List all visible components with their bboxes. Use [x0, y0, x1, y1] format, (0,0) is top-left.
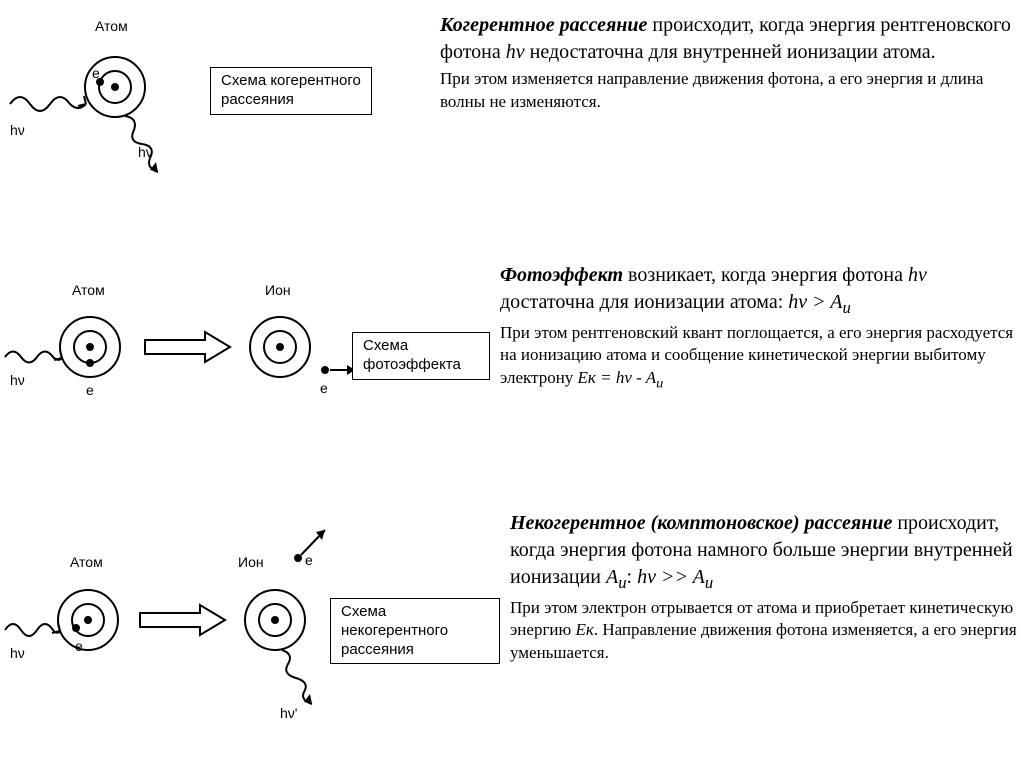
incoh-title: Некогерентное (комптоновское) рассеяние …	[510, 510, 1024, 595]
diagram-coherent: Атом е hν hν Схема когерентного рассеяни…	[0, 12, 430, 187]
atom-label: Атом	[70, 554, 103, 570]
hv-out-label: hν'	[280, 705, 297, 721]
incoh-body: При этом электрон отрывается от атома и …	[510, 597, 1024, 666]
t: Фотоэффект	[500, 264, 623, 286]
t: недостаточна для внутренней ионизации ат…	[525, 41, 936, 63]
diagram-photoeffect: Атом Ион hν e e Схема фотоэффекта	[0, 262, 490, 442]
t: A	[606, 566, 618, 588]
hv-in-label: hν	[10, 645, 25, 661]
t: достаточна для ионизации атома:	[500, 291, 788, 313]
hv-in-label: hν	[10, 122, 25, 138]
photo-body: При этом рентгеновский квант поглощается…	[500, 322, 1024, 394]
t: и	[843, 298, 851, 317]
text-incoherent: Некогерентное (комптоновское) рассеяние …	[500, 510, 1024, 665]
section-photoeffect: Атом Ион hν e e Схема фотоэффекта Фотоэф…	[0, 262, 1024, 442]
t: и	[656, 376, 663, 392]
e-label: е	[75, 638, 83, 654]
section-incoherent: Атом Ион hν е e hν' Схема некогерентного…	[0, 510, 1024, 730]
text-coherent: Когерентное рассеяние происходит, когда …	[430, 12, 1024, 114]
t: Ек = hv - A	[578, 368, 657, 387]
coherent-title-bold: Когерентное рассеяние	[440, 14, 647, 36]
coherent-body: При этом изменяется направление движения…	[440, 68, 1024, 114]
text-photoeffect: Фотоэффект возникает, когда энергия фото…	[490, 262, 1024, 394]
e-right-label: e	[320, 380, 328, 396]
e-right-label: e	[305, 552, 313, 568]
t: hv	[506, 41, 525, 63]
coherent-title: Когерентное рассеяние происходит, когда …	[440, 12, 1024, 66]
photo-title: Фотоэффект возникает, когда энергия фото…	[500, 262, 1024, 320]
e-left-label: e	[86, 382, 94, 398]
atom-label: Атом	[72, 282, 105, 298]
atom-label: Атом	[95, 18, 128, 34]
ion-label: Ион	[238, 554, 264, 570]
section-coherent: Атом е hν hν Схема когерентного рассеяни…	[0, 12, 1024, 187]
electron-label: е	[92, 65, 100, 81]
hv-in-label: hν	[10, 372, 25, 388]
diagram-incoherent: Атом Ион hν е e hν' Схема некогерентного…	[0, 510, 500, 730]
t: hv >> A	[637, 566, 705, 588]
ion-label: Ион	[265, 282, 291, 298]
t: Некогерентное (комптоновское) рассеяние	[510, 512, 892, 534]
t: :	[627, 566, 638, 588]
hv-out-label: hν	[138, 144, 153, 160]
box-label-incoherent: Схема некогерентного рассеяния	[330, 598, 500, 664]
t: и	[705, 573, 713, 592]
box-label-photoeffect: Схема фотоэффекта	[352, 332, 490, 380]
t: Ек	[575, 620, 593, 639]
t: hv > A	[788, 291, 842, 313]
t: и	[618, 573, 626, 592]
t: hv	[908, 264, 927, 286]
t: возникает, когда энергия фотона	[623, 264, 908, 286]
box-label-coherent: Схема когерентного рассеяния	[210, 67, 372, 115]
